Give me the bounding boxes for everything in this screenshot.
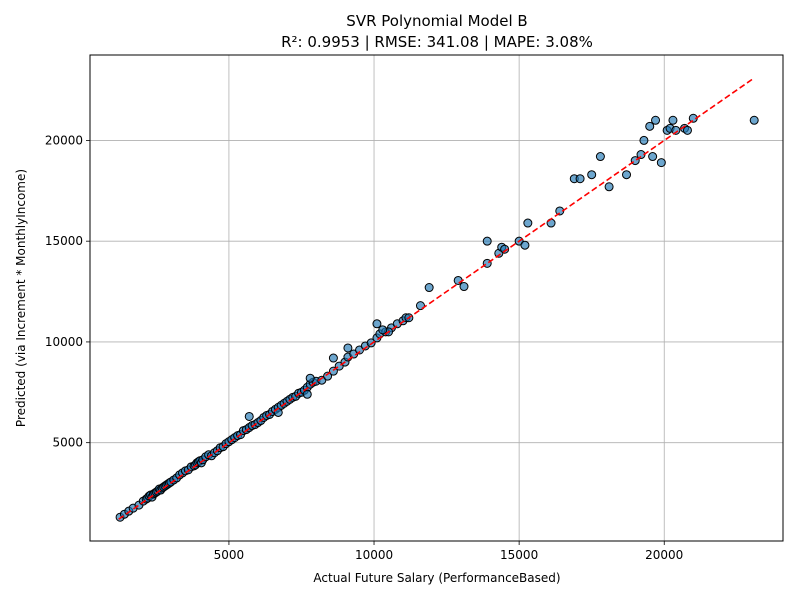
y-tick-label: 15000 (45, 234, 83, 248)
x-axis-label: Actual Future Salary (PerformanceBased) (313, 571, 560, 585)
data-point (372, 319, 382, 329)
data-point (587, 170, 597, 180)
data-point (459, 282, 469, 292)
y-tick-label: 10000 (45, 335, 83, 349)
chart-subtitle: R²: 0.9953 | RMSE: 341.08 | MAPE: 3.08% (281, 33, 593, 51)
data-point (648, 152, 658, 162)
x-tick-label: 20000 (645, 548, 683, 562)
reference-line-group (118, 77, 755, 520)
data-point (656, 158, 666, 168)
data-point (323, 371, 333, 381)
data-point (575, 174, 585, 184)
grid-lines (90, 55, 783, 541)
data-point (302, 389, 312, 399)
data-point (305, 373, 315, 383)
y-axis-label: Predicted (via Increment * MonthlyIncome… (14, 169, 28, 427)
y-tick-label: 20000 (45, 133, 83, 147)
data-point (682, 125, 692, 135)
data-point (378, 325, 388, 335)
data-point (520, 240, 530, 250)
data-point (343, 343, 353, 353)
data-point (244, 411, 254, 421)
chart-title: SVR Polynomial Model B (346, 12, 527, 30)
data-point (482, 236, 492, 246)
data-point (651, 115, 661, 125)
data-point (668, 115, 678, 125)
data-point (595, 152, 605, 162)
data-point (523, 218, 533, 228)
data-point (500, 244, 510, 254)
data-point (622, 170, 632, 180)
axis-ticks: 5000 10000 15000 20000 5000 10000 15000 20000 (45, 133, 684, 562)
data-point (639, 135, 649, 145)
data-points (115, 113, 759, 522)
data-point (671, 125, 681, 135)
x-tick-label: 10000 (355, 548, 393, 562)
data-point (366, 338, 376, 348)
data-point (328, 353, 338, 363)
data-point (645, 121, 655, 131)
data-point (604, 182, 614, 192)
data-point (749, 115, 759, 125)
reference-line (118, 77, 755, 520)
data-point (424, 283, 434, 293)
y-tick-label: 5000 (52, 436, 83, 450)
x-tick-label: 5000 (214, 548, 245, 562)
x-tick-label: 15000 (500, 548, 538, 562)
plot-frame (89, 54, 784, 542)
